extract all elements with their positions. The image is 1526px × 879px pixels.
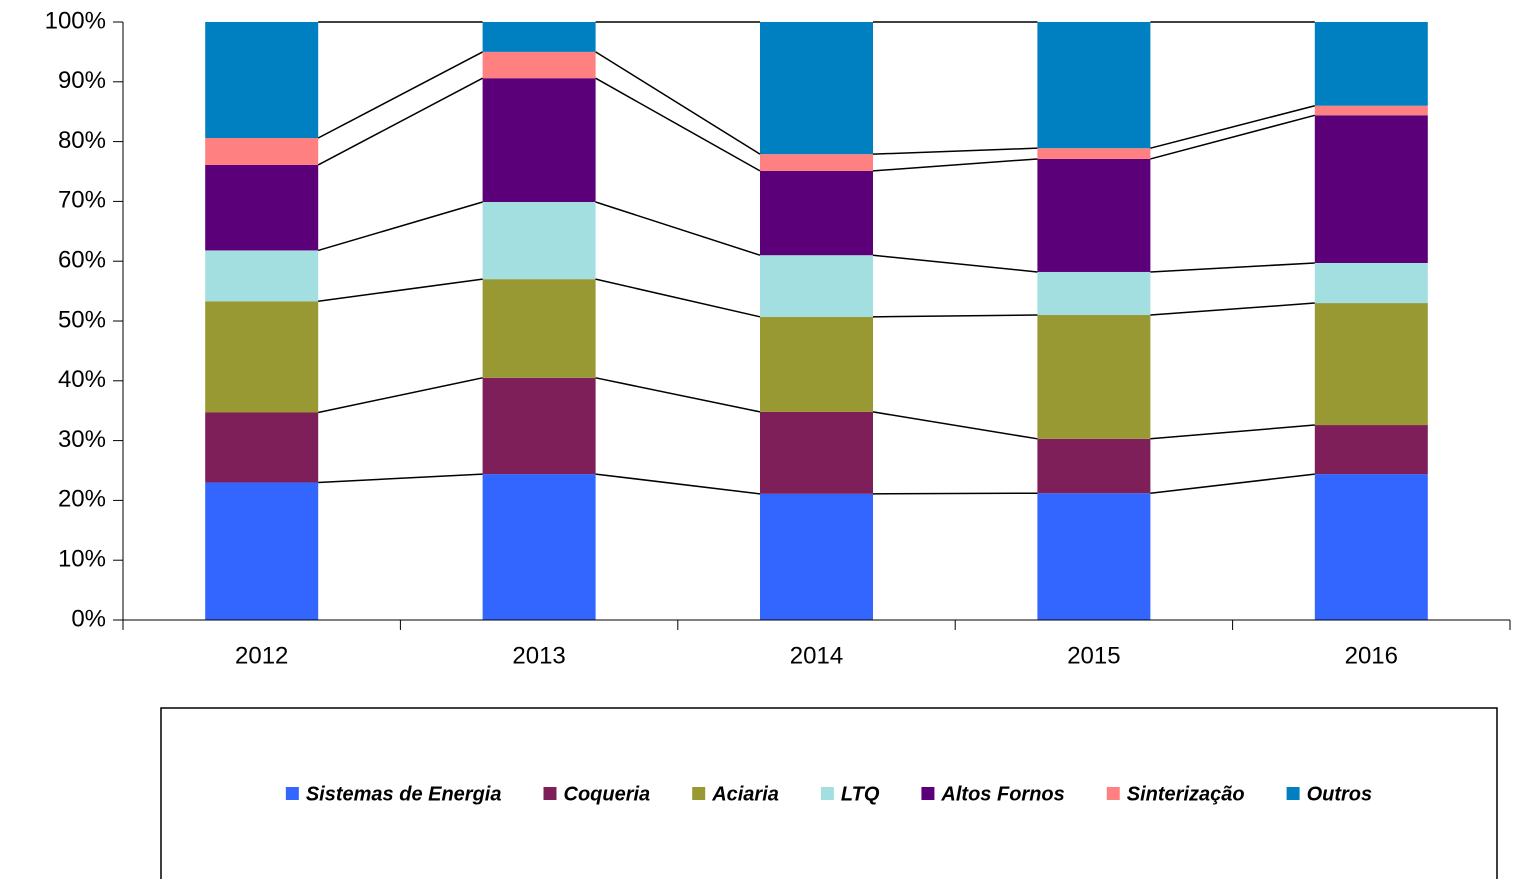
- series-line: [317, 77, 483, 166]
- bar-segment: [482, 474, 596, 620]
- bar-segment: [1314, 303, 1428, 426]
- series-line: [872, 147, 1038, 155]
- bar-segment: [482, 377, 596, 475]
- legend-swatch: [1286, 787, 1300, 800]
- y-tick-label: 60%: [58, 247, 106, 274]
- series-line: [318, 278, 483, 303]
- legend-box: [160, 707, 1498, 879]
- bar-segment: [482, 51, 596, 79]
- legend-swatch: [1106, 787, 1120, 800]
- bar-segment: [1314, 115, 1428, 263]
- legend-label: Altos Fornos: [940, 783, 1064, 805]
- x-tick-label: 2014: [790, 642, 843, 669]
- bar-segment: [1314, 425, 1428, 475]
- bar-segment: [1037, 493, 1151, 620]
- series-line: [317, 201, 483, 252]
- series-line: [318, 473, 483, 484]
- series-line: [595, 377, 761, 413]
- series-line: [1150, 424, 1315, 440]
- y-tick-label: 80%: [58, 127, 106, 154]
- y-tick-label: 0%: [71, 605, 106, 632]
- bar-segment: [205, 482, 319, 620]
- bar-segment: [760, 411, 873, 494]
- bar-segment: [205, 138, 319, 165]
- series-line: [872, 492, 1038, 495]
- series-line: [1150, 104, 1315, 149]
- series-line: [872, 158, 1038, 172]
- bar-segment: [760, 316, 873, 412]
- bar-segment: [1314, 105, 1428, 116]
- bar-segment: [205, 412, 319, 483]
- series-line: [595, 278, 761, 318]
- bar-segment: [482, 279, 596, 378]
- series-line: [595, 473, 761, 495]
- bar-segment: [482, 22, 596, 52]
- bar-segment: [760, 170, 873, 256]
- bar-segment: [1314, 474, 1428, 620]
- bar-segment: [1037, 315, 1151, 439]
- series-line: [595, 51, 761, 155]
- legend-swatch: [921, 787, 935, 800]
- legend-swatch: [820, 787, 834, 800]
- bar-segment: [482, 201, 596, 280]
- series-line: [1150, 262, 1315, 273]
- series-line: [595, 77, 761, 172]
- legend-label: Sistemas de Energia: [306, 783, 502, 805]
- legend-label: LTQ: [841, 783, 880, 805]
- bar-segment: [1037, 22, 1151, 149]
- bar-segment: [1314, 262, 1428, 304]
- x-tick-label: 2012: [235, 642, 288, 669]
- legend-swatch: [692, 787, 706, 800]
- bar-segment: [1037, 148, 1151, 159]
- bar-segment: [760, 154, 873, 171]
- y-tick-label: 70%: [58, 187, 106, 214]
- bar-segment: [760, 255, 873, 317]
- y-tick-label: 30%: [58, 426, 106, 453]
- legend-swatch: [285, 787, 299, 800]
- y-tick-label: 10%: [58, 546, 106, 573]
- bar-segment: [1314, 22, 1428, 106]
- series-line: [872, 314, 1038, 318]
- bar-segment: [205, 250, 319, 302]
- series-line: [318, 377, 483, 414]
- bar-segment: [1037, 438, 1151, 494]
- bar-segment: [205, 22, 319, 139]
- y-tick-label: 50%: [58, 306, 106, 333]
- series-line: [317, 51, 483, 139]
- y-tick-label: 40%: [58, 366, 106, 393]
- legend-label: Sinterização: [1127, 783, 1245, 805]
- series-line: [872, 411, 1038, 440]
- legend-label: Coqueria: [564, 783, 651, 805]
- bar-segment: [1037, 158, 1151, 272]
- series-line: [595, 201, 761, 256]
- series-line: [1150, 473, 1315, 494]
- legend-swatch: [543, 787, 557, 800]
- bar-segment: [1037, 271, 1151, 316]
- bar-segment: [205, 301, 319, 413]
- series-line: [872, 254, 1038, 273]
- bar-segment: [205, 164, 319, 251]
- series-line: [1150, 302, 1315, 316]
- y-tick-label: 20%: [58, 486, 106, 513]
- bar-segment: [760, 22, 873, 155]
- y-tick-label: 90%: [58, 67, 106, 94]
- bar-segment: [482, 78, 596, 202]
- series-line: [1150, 114, 1315, 160]
- bar-segment: [760, 493, 873, 620]
- legend-label: Aciaria: [711, 783, 779, 805]
- x-tick-label: 2015: [1067, 642, 1120, 669]
- x-tick-label: 2016: [1345, 642, 1398, 669]
- y-tick-label: 100%: [45, 7, 106, 34]
- x-tick-label: 2013: [512, 642, 565, 669]
- legend-label: Outros: [1307, 783, 1373, 805]
